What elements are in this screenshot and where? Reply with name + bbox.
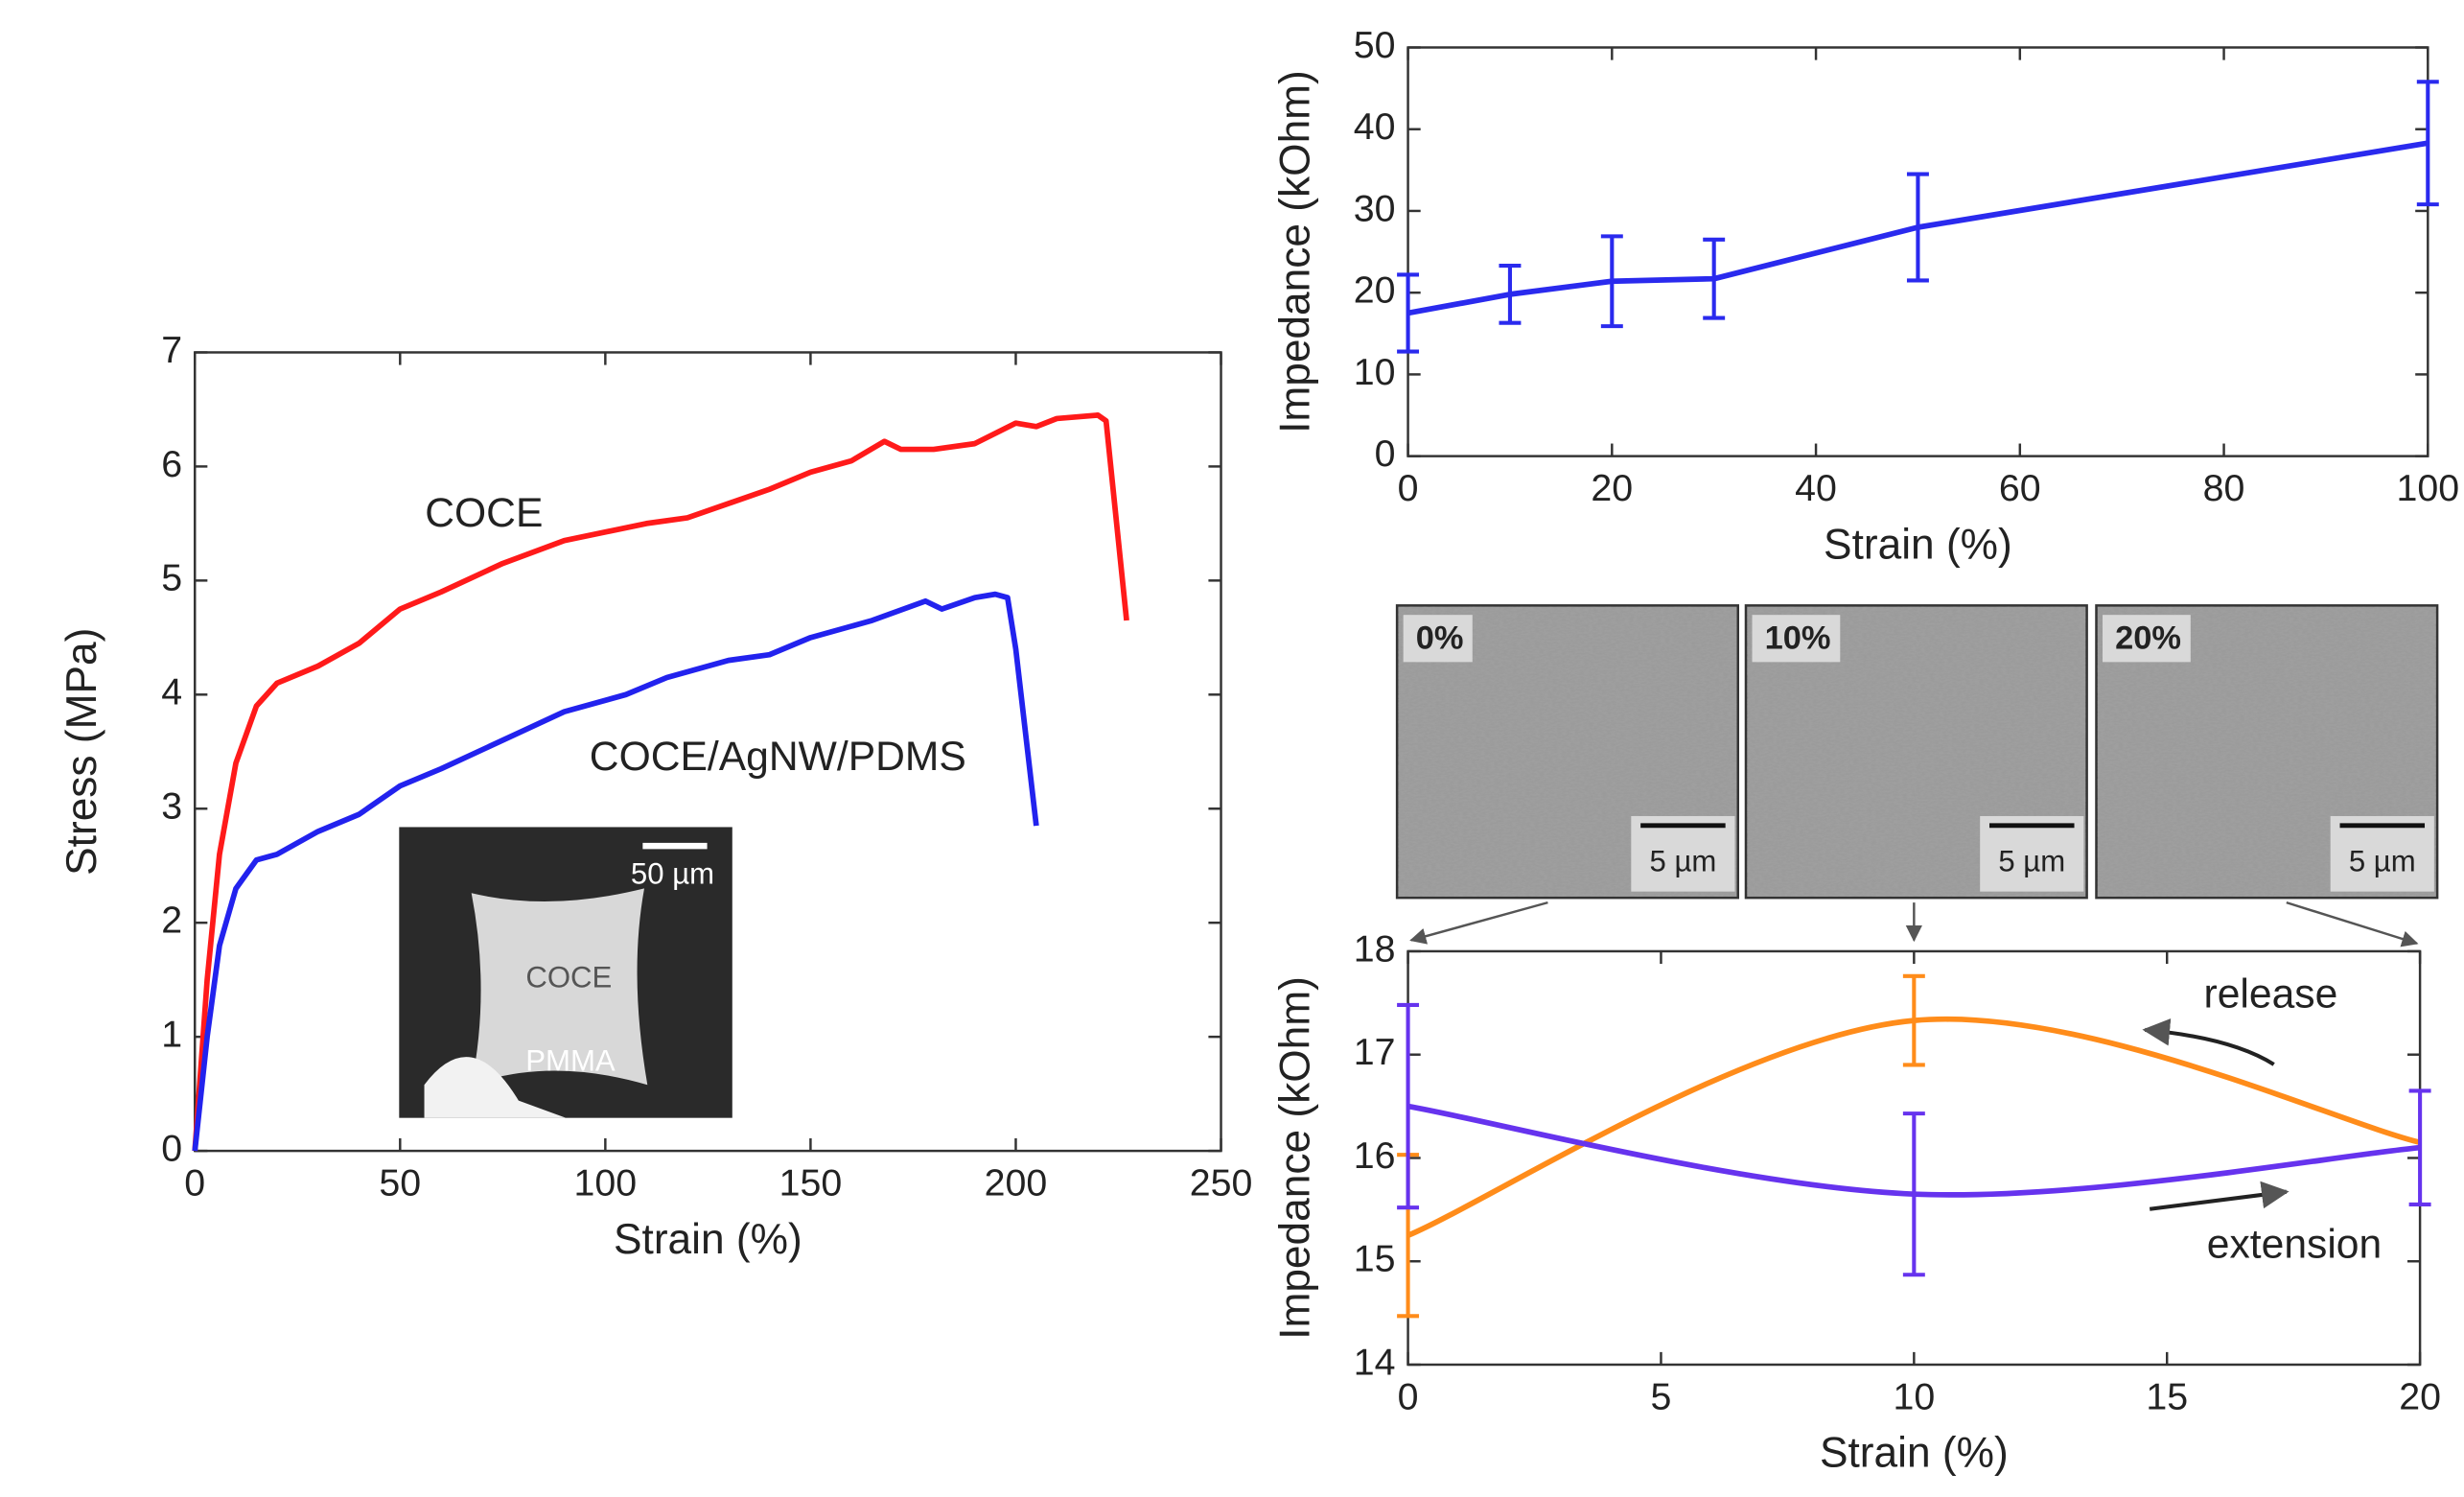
series-line: [192, 591, 1039, 1152]
x-tick-label: 15: [2146, 1375, 2188, 1417]
y-tick-label: 0: [161, 1127, 182, 1169]
series-label: COCE: [425, 490, 543, 536]
y-tick-label: 5: [161, 557, 182, 599]
y-tick-label: 7: [161, 329, 182, 371]
micrograph-frame: [1395, 604, 1739, 900]
error-bar: [2416, 80, 2439, 207]
plot-frame: [1406, 46, 2429, 457]
label-box: [1752, 615, 1841, 663]
error-bar: [1902, 1111, 1925, 1277]
error-bar: [1397, 1002, 1420, 1210]
error-bar: [1499, 264, 1522, 325]
label-box: [1403, 615, 1473, 663]
x-tick-label: 40: [1795, 467, 1837, 509]
inset-label: PMMA: [525, 1044, 616, 1078]
label-box: [2103, 615, 2191, 663]
y-tick-label: 0: [1375, 433, 1396, 475]
scale-label: 5 µm: [1998, 844, 2065, 877]
scale-box: [2330, 815, 2434, 892]
x-tick-label: 20: [1591, 467, 1633, 509]
x-tick-label: 5: [1651, 1375, 1672, 1417]
x-tick-label: 0: [184, 1162, 205, 1205]
x-tick-label: 20: [2399, 1375, 2441, 1417]
x-axis-title: Strain (%): [614, 1216, 802, 1263]
arrows: [1409, 901, 2419, 1211]
y-tick-label: 50: [1354, 24, 1396, 66]
series-line: [192, 412, 1129, 1152]
x-tick-label: 50: [379, 1162, 421, 1205]
inset-label: COCE: [525, 961, 612, 994]
micrograph-label: 20%: [2115, 620, 2181, 657]
x-tick-label: 0: [1398, 467, 1419, 509]
x-tick-label: 10: [1893, 1375, 1935, 1417]
x-tick-label: 150: [779, 1162, 843, 1205]
y-tick-label: 2: [161, 900, 182, 942]
y-tick-label: 17: [1354, 1031, 1396, 1073]
y-tick-label: 16: [1354, 1134, 1396, 1177]
series-line: [1407, 140, 2429, 316]
y-tick-label: 10: [1354, 351, 1396, 393]
error-bar: [1906, 172, 1929, 283]
scale-label: 5 µm: [2349, 844, 2416, 877]
x-tick-label: 80: [2203, 467, 2245, 509]
y-tick-label: 14: [1354, 1341, 1396, 1383]
y-tick-label: 20: [1354, 269, 1396, 312]
error-bar: [1600, 234, 1623, 329]
x-tick-label: 60: [1999, 467, 2041, 509]
y-axis-title: Impedance (kOhm): [1272, 70, 1319, 433]
y-tick-label: 40: [1354, 105, 1396, 148]
x-tick-label: 100: [2396, 467, 2459, 509]
series-label: extension: [2207, 1221, 2382, 1267]
series-label: COCE/AgNW/PDMS: [590, 734, 966, 780]
error-bar: [1902, 973, 1925, 1067]
y-tick-label: 3: [161, 785, 182, 828]
x-tick-label: 200: [985, 1162, 1048, 1205]
series-label: release: [2204, 971, 2338, 1017]
x-axis-title: Strain (%): [1820, 1430, 2009, 1477]
inset-label: 50 µm: [631, 856, 714, 890]
x-tick-label: 100: [574, 1162, 638, 1205]
y-axis-title: Impedance (kOhm): [1272, 976, 1319, 1340]
error-bar: [1397, 272, 1420, 354]
x-tick-label: 250: [1190, 1162, 1253, 1205]
y-axis-title: Stress (MPa): [58, 628, 105, 876]
micrograph-label: 10%: [1765, 620, 1831, 657]
y-tick-label: 4: [161, 671, 182, 713]
y-tick-label: 6: [161, 443, 182, 485]
y-tick-label: 18: [1354, 927, 1396, 970]
y-tick-label: 1: [161, 1014, 182, 1056]
scale-label: 5 µm: [1649, 844, 1716, 877]
scale-box: [1980, 815, 2084, 892]
x-tick-label: 0: [1398, 1375, 1419, 1417]
y-tick-label: 30: [1354, 187, 1396, 229]
error-bar: [1703, 237, 1726, 320]
scale-box: [1631, 815, 1735, 892]
micrograph-frame: [1744, 604, 2088, 900]
plot-frame: [194, 351, 1222, 1153]
error-bar: [2408, 1088, 2431, 1207]
inset-image: 50 µm COCE PMMA: [399, 827, 732, 1118]
y-tick-label: 15: [1354, 1238, 1396, 1280]
micrograph-frame: [2095, 604, 2439, 900]
x-axis-title: Strain (%): [1824, 521, 2012, 568]
micrograph-label: 0%: [1416, 620, 1464, 657]
